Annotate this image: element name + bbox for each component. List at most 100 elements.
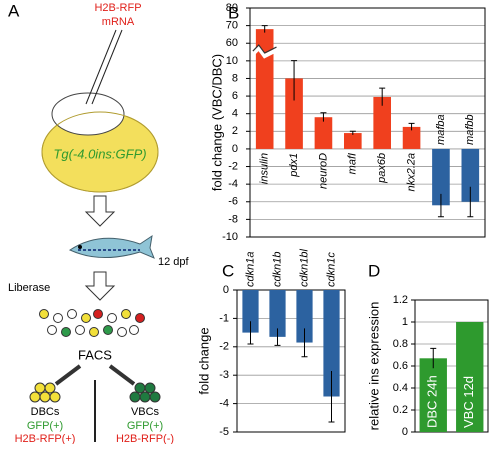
error-bar xyxy=(328,370,335,423)
error-bar xyxy=(437,193,444,218)
category-label: VBC 12d xyxy=(461,376,476,428)
needle xyxy=(91,29,123,105)
group-marker: H2B-RFP(+) xyxy=(15,433,76,444)
y-tick-label: -3 xyxy=(219,369,229,381)
category-label: nkx2.2a xyxy=(405,153,417,192)
y-tick-label: -8 xyxy=(228,213,238,225)
injection-text: H2B-RFP xyxy=(94,2,141,14)
y-tick-label: 80 xyxy=(226,2,238,14)
panel-label: C xyxy=(222,261,234,280)
y-axis-label: relative ins expression xyxy=(366,302,381,431)
fish-eye xyxy=(78,245,82,249)
y-tick-label: 2 xyxy=(232,125,238,137)
axis-break xyxy=(251,44,278,59)
y-axis-label: fold change xyxy=(196,327,211,394)
category-label: DBC 24h xyxy=(425,375,440,428)
y-tick-label: 0 xyxy=(232,143,238,155)
y-tick-label: 6 xyxy=(232,90,238,102)
injection-text: mRNA xyxy=(102,16,135,28)
category-label: cdkn1bl xyxy=(298,249,310,287)
y-tick-label: 0.2 xyxy=(393,404,408,416)
error-bar xyxy=(274,328,281,346)
category-label: cdkn1c xyxy=(325,252,337,287)
error-bar xyxy=(408,122,415,131)
plot-frame xyxy=(249,7,486,238)
panel-label: D xyxy=(368,261,380,280)
y-tick-label: 60 xyxy=(226,37,238,49)
error-bar xyxy=(430,347,437,369)
panel-a: A H2B-RFP mRNA Tg(-4.0ins:GFP) 12 dpf Li… xyxy=(8,1,190,444)
category-label: cdkn1b xyxy=(271,252,283,287)
bar xyxy=(344,133,362,149)
category-label: mafI xyxy=(347,153,359,174)
y-tick-label: -6 xyxy=(228,196,238,208)
fish xyxy=(68,234,155,259)
bar xyxy=(285,78,303,149)
error-bar xyxy=(349,130,356,135)
category-label: cdkn1a xyxy=(244,252,256,287)
arrow xyxy=(84,195,116,227)
error-bar xyxy=(301,328,308,358)
arrow xyxy=(108,364,136,386)
y-tick-label: -4 xyxy=(219,398,229,410)
bar xyxy=(456,322,484,432)
y-tick-label: 70 xyxy=(226,20,238,32)
error-bar xyxy=(467,186,474,218)
transgene-label: Tg(-4.0ins:GFP) xyxy=(53,146,146,161)
bar xyxy=(296,290,313,343)
y-tick-label: 0.8 xyxy=(393,338,408,350)
y-tick-label: 8 xyxy=(232,72,238,84)
embryo-cell xyxy=(51,92,125,136)
bar xyxy=(402,126,421,149)
group-name: VBCs xyxy=(131,406,160,418)
y-tick-label: 0 xyxy=(223,284,229,296)
needle xyxy=(85,29,117,105)
error-bar xyxy=(320,112,327,122)
y-axis-label: fold change (VBC/DBC) xyxy=(209,54,224,191)
group-marker: GFP(+) xyxy=(27,420,63,432)
embryo-outline xyxy=(41,111,159,193)
bar xyxy=(373,96,391,149)
bar xyxy=(432,148,450,206)
age-label: 12 dpf xyxy=(158,256,190,268)
arrow xyxy=(54,364,82,386)
bar xyxy=(269,290,286,337)
bar xyxy=(419,358,447,432)
error-bar xyxy=(379,87,386,106)
cell-dots xyxy=(39,309,145,337)
y-tick-label: 1 xyxy=(402,316,408,328)
plot-frame xyxy=(414,299,489,433)
category-label: pdx1 xyxy=(288,153,300,178)
dbc-cluster xyxy=(29,382,61,403)
bar xyxy=(461,148,480,202)
bar xyxy=(242,290,259,333)
axis-break xyxy=(252,44,277,54)
sorting-label: FACS xyxy=(78,347,112,362)
category-label: insulin xyxy=(259,153,271,184)
category-label: mafba xyxy=(435,114,447,145)
error-bar xyxy=(247,321,254,345)
category-label: mafbb xyxy=(464,114,476,145)
group-name: DBCs xyxy=(31,406,60,418)
y-tick-label: -10 xyxy=(222,231,238,243)
y-tick-label: -2 xyxy=(219,341,229,353)
y-tick-label: 0 xyxy=(402,426,408,438)
vbc-cluster xyxy=(129,382,161,403)
error-bar xyxy=(261,25,268,33)
panel-label: A xyxy=(8,1,20,20)
group-marker: H2B-RFP(-) xyxy=(116,433,174,444)
error-bar xyxy=(291,60,298,101)
group-marker: GFP(+) xyxy=(127,420,163,432)
category-label: neuroD xyxy=(317,153,329,189)
y-tick-label: 1.2 xyxy=(393,294,408,306)
bar xyxy=(323,290,340,397)
y-tick-label: 0.6 xyxy=(393,360,408,372)
y-tick-label: 0.4 xyxy=(393,382,408,394)
y-tick-label: -5 xyxy=(219,426,229,438)
y-tick-label: -4 xyxy=(228,178,238,190)
dissociation-label: Liberase xyxy=(8,282,50,294)
y-tick-label: -1 xyxy=(219,312,229,324)
y-tick-label: -2 xyxy=(228,160,238,172)
bar xyxy=(314,117,333,149)
